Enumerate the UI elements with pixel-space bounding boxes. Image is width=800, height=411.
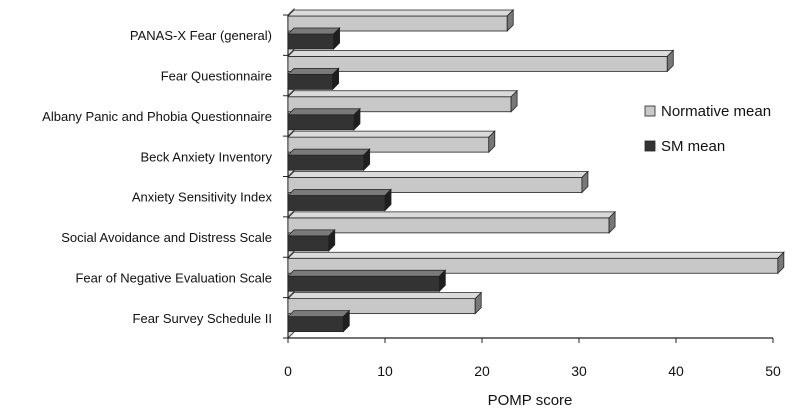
normative-bar-end: [666, 49, 674, 73]
category-divider: [287, 291, 295, 298]
category-label: PANAS-X Fear (general): [130, 28, 272, 43]
sm-bar-front: [287, 275, 440, 292]
normative-bar-front: [287, 55, 668, 72]
normative-bar: [287, 291, 483, 315]
normative-bar: [287, 49, 675, 73]
sm-bar-front: [287, 33, 334, 50]
normative-bar-top: [287, 130, 496, 138]
normative-bar-end: [506, 9, 514, 32]
x-tick-label: 0: [284, 363, 292, 379]
x-tick-label: 40: [668, 363, 684, 379]
sm-bar: [287, 107, 361, 131]
category-divider: [287, 170, 295, 177]
category-divider: [287, 49, 295, 56]
sm-bar-end: [353, 107, 361, 131]
category-divider: [287, 210, 295, 218]
normative-bar-end: [608, 210, 616, 234]
normative-bar-end: [510, 89, 518, 113]
sm-bar: [287, 67, 340, 91]
legend-item: SM mean: [644, 138, 725, 155]
category-label: Albany Panic and Phobia Questionnaire: [42, 109, 272, 124]
normative-bar-top: [287, 211, 617, 219]
sm-bar-end: [342, 309, 350, 333]
normative-bar: [287, 251, 785, 275]
x-tick-label: 30: [571, 363, 587, 379]
legend-item: Normative mean: [644, 103, 771, 120]
normative-bar-end: [777, 251, 785, 275]
sm-bar: [287, 269, 447, 293]
legend-label: SM mean: [661, 138, 725, 155]
category-divider: [287, 89, 295, 97]
sm-bar-top: [287, 27, 341, 35]
sm-bar-top: [287, 269, 447, 277]
sm-bar-front: [287, 195, 386, 211]
normative-bar: [287, 210, 617, 234]
sm-bar-front: [287, 114, 355, 131]
sm-bar: [287, 27, 341, 50]
normative-bar: [287, 89, 519, 113]
sm-bar-front: [287, 235, 330, 252]
category-label: Fear Survey Schedule II: [133, 311, 272, 326]
sm-bar: [287, 228, 336, 252]
normative-bar-front: [287, 217, 610, 234]
sm-bar-end: [363, 148, 371, 172]
category-divider: [287, 129, 295, 137]
x-tick-label: 10: [377, 363, 393, 379]
sm-bar-end: [328, 228, 336, 252]
sm-bar-top: [287, 229, 336, 237]
x-tick-label: 20: [474, 363, 490, 379]
category-label: Social Avoidance and Distress Scale: [61, 230, 272, 245]
sm-bar-top: [287, 67, 340, 75]
sm-bar-top: [287, 108, 361, 116]
sm-bar-end: [384, 188, 392, 212]
sm-bar-top: [287, 148, 371, 156]
normative-bar-top: [287, 90, 519, 98]
category-label: Anxiety Sensitivity Index: [132, 190, 273, 205]
category-divider: [287, 8, 295, 16]
sm-bar-front: [287, 154, 365, 171]
category-divider: [287, 250, 295, 258]
sm-bar-end: [333, 27, 340, 50]
legend-label: Normative mean: [661, 103, 771, 120]
normative-bar-end: [488, 130, 496, 154]
category-label: Fear of Negative Evaluation Scale: [75, 270, 272, 285]
bars: [287, 9, 785, 333]
normative-bar: [287, 130, 496, 154]
legend-swatch: [644, 105, 656, 117]
sm-bar-end: [332, 67, 340, 91]
x-axis-title: POMP score: [488, 392, 573, 409]
category-labels: PANAS-X Fear (general) Fear Questionnaire…: [42, 28, 272, 326]
normative-bar-end: [581, 170, 589, 194]
legend: Normative mean SM mean: [644, 103, 771, 155]
sm-bar: [287, 148, 371, 172]
sm-bar: [287, 309, 351, 333]
sm-bar: [287, 188, 392, 212]
legend-swatch: [644, 140, 656, 152]
normative-bar-top: [287, 49, 675, 57]
sm-bar-top: [287, 189, 392, 196]
normative-bar-top: [287, 9, 515, 17]
normative-bar: [287, 9, 515, 32]
normative-bar-top: [287, 251, 785, 259]
sm-bar-front: [287, 316, 344, 333]
normative-bar: [287, 170, 589, 194]
normative-bar-top: [287, 171, 589, 178]
sm-bar-front: [287, 73, 334, 90]
normative-bar-top: [287, 292, 483, 300]
category-label: Beck Anxiety Inventory: [140, 149, 272, 164]
sm-bar-top: [287, 310, 351, 318]
normative-bar-end: [474, 291, 482, 315]
x-axis: 0 10 20 30 40 50: [284, 337, 781, 379]
sm-bar-end: [438, 269, 446, 293]
category-divider: [287, 331, 295, 339]
category-label: Fear Questionnaire: [161, 69, 272, 84]
x-tick-label: 50: [765, 363, 781, 379]
